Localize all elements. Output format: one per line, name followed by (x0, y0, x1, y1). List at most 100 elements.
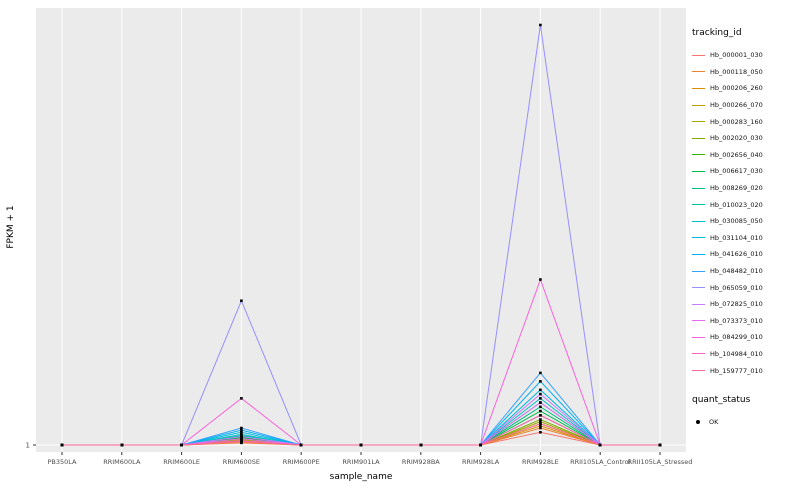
legend-item: Hb_008269_020 (690, 180, 800, 197)
legend-item: Hb_072825_010 (690, 296, 800, 313)
data-point (240, 397, 243, 400)
y-axis-title: FPKM + 1 (6, 205, 16, 249)
legend-quant-status: quant_status OK (690, 395, 800, 431)
data-point (240, 426, 243, 430)
legend-item-label: Hb_006617_030 (710, 167, 763, 176)
legend-item-label: Hb_000266_070 (710, 101, 763, 110)
legend-item-label: Hb_030085_050 (710, 217, 763, 226)
legend-item-label: Hb_041626_010 (710, 250, 763, 259)
x-tick-label: RRIM600LE (163, 458, 200, 466)
legend-color-swatch (692, 370, 705, 372)
data-point (240, 299, 243, 303)
legend-color-swatch (692, 320, 705, 322)
data-point (240, 437, 243, 440)
data-point (539, 380, 542, 383)
data-point (539, 397, 542, 400)
data-point (120, 443, 124, 447)
legend-item: Hb_002656_040 (690, 147, 800, 164)
point-marker-icon (696, 420, 700, 425)
x-tick-label: RRIM928BA (402, 458, 440, 466)
legend-color-swatch (692, 187, 705, 189)
data-point (539, 422, 542, 426)
data-point (539, 405, 542, 409)
data-point (539, 420, 542, 423)
legend-color-swatch (692, 303, 705, 305)
x-tick-label: RRIM600PE (283, 458, 320, 466)
legend-item: Hb_084299_010 (690, 329, 800, 346)
legend-color-swatch (692, 170, 705, 172)
legend-color-swatch (692, 237, 705, 239)
legend-color-swatch (692, 71, 705, 73)
data-point (419, 443, 423, 447)
x-tick-label: RRIM600LA (103, 458, 141, 466)
legend-color-swatch (692, 287, 705, 289)
data-point (240, 435, 243, 438)
data-point (539, 388, 542, 392)
legend-color-swatch (692, 204, 705, 206)
legend-item-label: Hb_002020_030 (710, 134, 763, 143)
legend-item: Hb_030085_050 (690, 213, 800, 230)
data-point (240, 433, 243, 436)
legend-item-label: Hb_104984_010 (710, 349, 763, 358)
legend-item: Hb_010023_020 (690, 196, 800, 213)
legend-color-swatch (692, 336, 705, 338)
legend-color-swatch (692, 87, 705, 89)
legend-color-swatch (692, 270, 705, 272)
data-point (539, 409, 542, 413)
legend-item: Hb_000001_030 (690, 47, 800, 64)
legend-panel: tracking_id Hb_000001_030 Hb_000118_050 Hb… (690, 28, 800, 430)
data-point (60, 443, 64, 447)
legend-color-swatch (692, 54, 705, 56)
data-point (240, 430, 243, 434)
x-tick-label: RRIM928LA (462, 458, 500, 466)
legend-color-swatch (692, 253, 705, 255)
legend-item-label: Hb_000283_160 (710, 117, 763, 126)
data-point (539, 430, 542, 434)
legend-item: Hb_006617_030 (690, 163, 800, 180)
legend-item: Hb_002020_030 (690, 130, 800, 147)
x-tick-label: RRIM901LA (342, 458, 380, 466)
data-point (479, 443, 482, 447)
legend-color-swatch (692, 121, 705, 123)
legend-item: Hb_000206_260 (690, 80, 800, 97)
legend-item-label: Hb_000206_260 (710, 84, 763, 93)
legend-item: Hb_041626_010 (690, 246, 800, 263)
legend-item-label: OK (709, 418, 719, 427)
data-point (539, 414, 542, 417)
legend-item-label: Hb_159777_010 (710, 366, 763, 375)
data-point (539, 426, 542, 430)
x-tick-label: PB350LA (47, 458, 77, 466)
legend-item: Hb_031104_010 (690, 230, 800, 247)
legend-color-swatch (692, 154, 705, 156)
data-point (539, 371, 542, 375)
data-point (658, 443, 662, 447)
data-point (539, 418, 542, 421)
data-point (539, 424, 542, 428)
x-tick-label: RRII105LA_Stressed (628, 458, 693, 466)
data-point (180, 443, 183, 447)
legend-item-label: Hb_065059_010 (710, 283, 763, 292)
data-point (539, 392, 542, 396)
legend-title-tracking-id: tracking_id (692, 28, 742, 38)
x-tick-label: RRIM928LE (522, 458, 559, 466)
legend-color-swatch (692, 104, 705, 106)
data-point (299, 443, 303, 447)
x-axis-title: sample_name (329, 472, 393, 482)
x-tick-label: RRII105LA_Control (570, 458, 630, 466)
legend-item: Hb_000283_160 (690, 113, 800, 130)
legend-item: Hb_073373_010 (690, 313, 800, 330)
legend-title-quant-status: quant_status (692, 394, 751, 405)
legend-item-label: Hb_010023_020 (710, 200, 763, 209)
legend-item: Hb_065059_010 (690, 279, 800, 296)
legend-item-label: Hb_008269_020 (710, 184, 763, 193)
legend-item-ok: OK (690, 414, 800, 431)
legend-color-swatch (692, 353, 705, 355)
legend-item-label: Hb_002656_040 (710, 150, 763, 159)
data-point (539, 23, 542, 27)
x-tick-label: RRIM600SE (223, 458, 260, 466)
data-point (240, 428, 243, 432)
legend-item-label: Hb_072825_010 (710, 300, 763, 309)
legend-item: Hb_000266_070 (690, 97, 800, 114)
legend-color-swatch (692, 137, 705, 139)
